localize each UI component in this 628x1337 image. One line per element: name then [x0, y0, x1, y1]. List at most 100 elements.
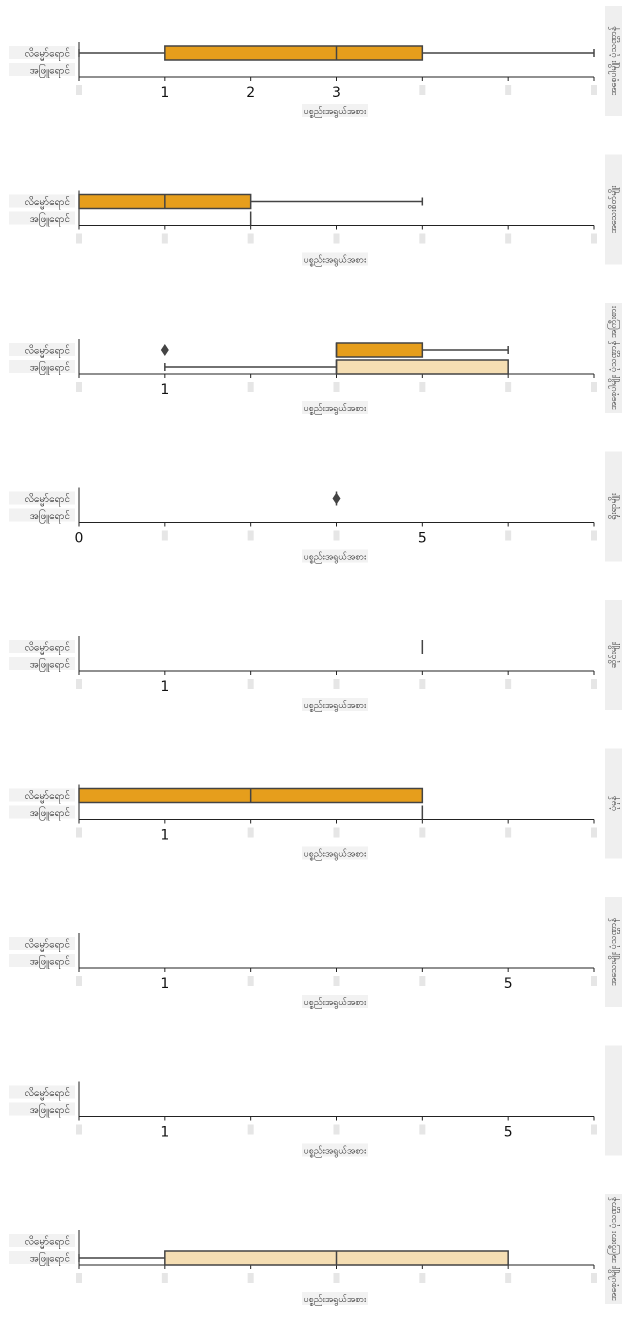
facet-strip — [605, 6, 622, 116]
facet-label: အစေ့ပါမျိုး ပုံသဏ္ဌာန် အကြီးစား — [607, 305, 620, 410]
facet-label: အသေးမျိုး ပုံသဏ္ဌာန် — [608, 917, 620, 986]
x-axis-label: ပစ္စည်းအရွယ်အစား — [304, 255, 367, 267]
category-label-bg — [9, 1085, 75, 1099]
panel-5: လိမ္မော်ရောင်အဖြူရောင် 1 ပစ္စည်းအရွယ်အစား ဆ… — [9, 600, 622, 712]
x-tick-label-placeholder — [505, 530, 512, 541]
x-tick-label-placeholder — [505, 382, 512, 392]
category-label: လိမ္မော်ရောင် — [25, 344, 70, 359]
x-axis-label-bg — [302, 549, 368, 563]
x-tick-label: 3 — [332, 85, 341, 101]
category-label: အဖြူရောင် — [30, 63, 70, 79]
x-tick-label-placeholder — [591, 382, 597, 392]
x-tick-label-placeholder — [247, 1124, 254, 1135]
x-axis-label-bg — [302, 252, 368, 266]
x-tick-label: 1 — [160, 679, 169, 695]
x-tick-label-placeholder — [247, 679, 254, 689]
category-label-bg — [9, 805, 75, 819]
panel-9: လိမ္မော်ရောင်အဖြူရောင်ပစ္စည်းအရွယ်အစား အစ… — [9, 1194, 622, 1306]
facet-strip — [605, 748, 622, 859]
x-tick-label-placeholder — [505, 85, 512, 95]
x-tick-label-placeholder — [76, 382, 82, 392]
category-label: အဖြူရောင် — [30, 954, 70, 970]
x-tick-label: 1 — [160, 976, 169, 992]
category-label: အဖြူရောင် — [30, 1102, 70, 1118]
x-tick-label-placeholder — [333, 976, 340, 986]
category-label-bg — [9, 508, 75, 522]
category-label-bg — [9, 1251, 75, 1264]
x-axis-label-bg — [302, 846, 368, 860]
x-tick-label-placeholder — [419, 679, 426, 689]
category-label-bg — [9, 46, 75, 59]
x-tick-label-placeholder — [419, 976, 426, 986]
facet-strip — [605, 897, 622, 1007]
facet-strip — [605, 1194, 622, 1304]
facet-strip — [605, 154, 622, 265]
category-label-bg — [9, 211, 75, 225]
x-tick-label: 1 — [160, 828, 169, 844]
category-label-bg — [9, 491, 75, 505]
x-tick-label-placeholder — [591, 530, 597, 541]
category-label: လိမ္မော်ရောင် — [25, 1235, 70, 1250]
facet-strip — [605, 303, 622, 413]
x-tick-label: 5 — [418, 531, 427, 547]
x-tick-label-placeholder — [505, 233, 512, 244]
x-tick-label-placeholder — [76, 679, 82, 689]
x-tick-label-placeholder — [591, 976, 597, 986]
x-axis-label-bg — [302, 104, 368, 117]
category-label: လိမ္မော်ရောင် — [25, 195, 70, 210]
x-tick-label-placeholder — [419, 1273, 426, 1283]
x-tick-label-placeholder — [419, 382, 426, 392]
x-tick-label: 1 — [160, 382, 169, 398]
x-axis-label: ပစ္စည်းအရွယ်အစား — [304, 700, 367, 712]
category-label: အဖြူရောင် — [30, 508, 70, 524]
x-axis-label: ပစ္စည်းအရွယ်အစား — [304, 1294, 367, 1306]
panel-2: လိမ္မော်ရောင်အဖြူရောင်ပစ္စည်းအရွယ်အစား အသ… — [9, 154, 622, 267]
panel-8: လိမ္မော်ရောင်အဖြူရောင် 1 5 ပစ္စည်းအရွယ်အစား — [9, 1045, 622, 1158]
x-tick-label-placeholder — [76, 233, 82, 244]
category-label-bg — [9, 788, 75, 802]
x-axis-label: ပစ္စည်းအရွယ်အစား — [304, 997, 367, 1009]
x-tick-label-placeholder — [247, 827, 254, 838]
category-label: လိမ္မော်ရောင် — [25, 641, 70, 656]
category-label: အဖြူရောင် — [30, 360, 70, 376]
category-label: လိမ္မော်ရောင် — [25, 1086, 70, 1101]
x-tick-label-placeholder — [591, 827, 597, 838]
x-axis-label-bg — [302, 401, 368, 414]
category-label-bg — [9, 360, 75, 373]
x-tick-label-placeholder — [505, 679, 512, 689]
x-tick-label-placeholder — [76, 85, 82, 95]
x-tick-label-placeholder — [333, 1124, 340, 1135]
x-tick-label-placeholder — [333, 827, 340, 838]
facet-strip — [605, 1045, 622, 1156]
x-tick-label-placeholder — [419, 85, 426, 95]
x-tick-label: 1 — [160, 85, 169, 101]
x-tick-label-placeholder — [505, 1273, 512, 1283]
x-axis-label-bg — [302, 1143, 368, 1157]
x-axis-label: ပစ္စည်းအရွယ်အစား — [304, 106, 367, 118]
category-label: လိမ္မော်ရောင် — [25, 47, 70, 62]
x-tick-label-placeholder — [419, 827, 426, 838]
x-tick-label-placeholder — [591, 1124, 597, 1135]
x-tick-label-placeholder — [333, 1273, 340, 1283]
category-label: အဖြူရောင် — [30, 211, 70, 227]
x-tick-label-placeholder — [591, 679, 597, 689]
x-tick-label-placeholder — [419, 1124, 426, 1135]
x-axis-label-bg — [302, 698, 368, 711]
x-tick-label: 1 — [160, 1125, 169, 1141]
category-label-bg — [9, 343, 75, 356]
box-orange — [164, 45, 424, 61]
x-tick-label-placeholder — [76, 976, 82, 986]
facet-label: အသေးစိတ်မျိုး — [608, 185, 620, 233]
x-tick-label-placeholder — [333, 530, 340, 541]
x-tick-label-placeholder — [161, 233, 168, 244]
category-label: အဖြူရောင် — [30, 1251, 70, 1267]
facet-label: ဆိုင်းမျိုး — [608, 641, 620, 668]
x-tick-label: 2 — [246, 85, 255, 101]
x-axis-label: ပစ္စည်းအရွယ်အစား — [304, 552, 367, 564]
facet-label: ရိုးရာမျိုး — [608, 493, 620, 520]
x-tick-label-placeholder — [161, 530, 168, 541]
category-label-bg — [9, 640, 75, 653]
panel-7: လိမ္မော်ရောင်အဖြူရောင် 1 5 ပစ္စည်းအရွယ်အစား… — [9, 897, 622, 1009]
x-tick-label-placeholder — [505, 827, 512, 838]
x-tick-label-placeholder — [76, 1124, 82, 1135]
